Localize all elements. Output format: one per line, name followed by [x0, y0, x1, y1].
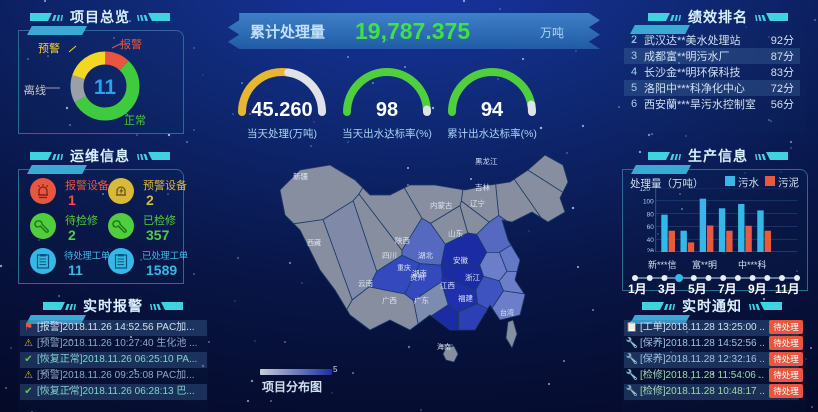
svg-text:40: 40 — [647, 237, 655, 244]
svg-text:60: 60 — [647, 224, 655, 231]
svg-text:80: 80 — [647, 211, 655, 218]
svg-text:100: 100 — [643, 199, 654, 206]
svg-text:0: 0 — [650, 250, 654, 252]
svg-text:120: 120 — [639, 188, 650, 193]
